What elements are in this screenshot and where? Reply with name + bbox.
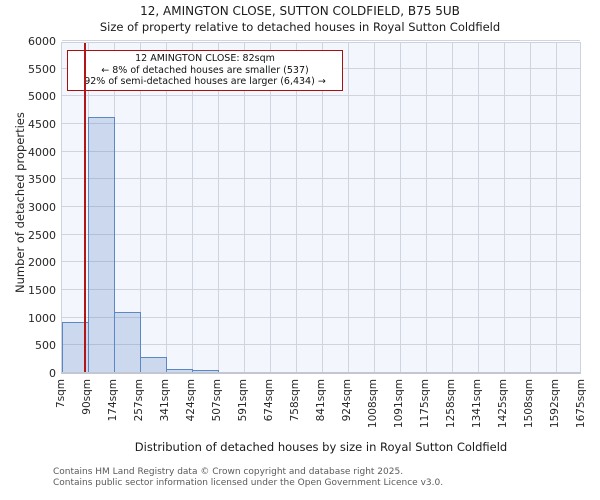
- x-tick-label: 7sqm: [54, 379, 67, 409]
- y-tick-label: 4500: [28, 118, 56, 131]
- x-tick-label: 1592sqm: [548, 379, 561, 429]
- gridline-horizontal: [62, 95, 580, 97]
- footer-line-1: Contains HM Land Registry data © Crown c…: [53, 467, 404, 477]
- property-size-marker-line: [84, 43, 87, 372]
- gridline-vertical: [373, 43, 375, 372]
- y-tick-label: 1000: [28, 311, 56, 325]
- gridline-vertical: [503, 43, 505, 372]
- x-tick-label: 1675sqm: [574, 379, 587, 429]
- gridline-horizontal: [62, 344, 580, 346]
- gridline-vertical: [321, 43, 323, 372]
- gridline-vertical: [139, 43, 141, 372]
- histogram-bar: [139, 356, 167, 372]
- gridline-vertical: [243, 43, 245, 372]
- histogram-bar: [113, 312, 141, 372]
- y-tick-label: 0: [49, 367, 56, 380]
- x-tick-label: 1008sqm: [366, 379, 379, 429]
- gridline-horizontal: [62, 289, 580, 290]
- x-tick-label: 1258sqm: [444, 379, 457, 429]
- histogram-bar: [87, 117, 115, 372]
- gridline-vertical: [217, 43, 219, 372]
- x-tick-label: 1425sqm: [496, 379, 509, 429]
- gridline-vertical: [477, 43, 479, 372]
- gridline-horizontal: [62, 123, 580, 124]
- gridline-horizontal: [62, 178, 580, 180]
- gridline-vertical: [451, 43, 453, 372]
- plot-area: 12 AMINGTON CLOSE: 82sqm ← 8% of detache…: [61, 40, 581, 374]
- histogram-bar: [191, 370, 219, 372]
- gridline-horizontal: [62, 40, 580, 41]
- y-tick-label: 500: [35, 339, 56, 353]
- gridline-vertical: [165, 43, 167, 372]
- x-tick-label: 341sqm: [158, 379, 171, 422]
- gridline-vertical: [425, 43, 427, 372]
- y-tick-label: 2000: [28, 256, 56, 270]
- gridline-horizontal: [62, 261, 580, 263]
- gridline-vertical: [295, 43, 297, 372]
- gridline-vertical: [555, 43, 557, 372]
- gridline-vertical: [191, 43, 193, 372]
- x-tick-label: 924sqm: [340, 379, 353, 422]
- y-tick-label: 5500: [28, 62, 56, 76]
- x-tick-label: 424sqm: [184, 379, 197, 422]
- y-tick-label: 1500: [28, 284, 56, 297]
- x-tick-label: 257sqm: [132, 379, 145, 422]
- x-tick-label: 507sqm: [210, 379, 223, 422]
- gridline-horizontal: [62, 206, 580, 207]
- annotation-box: 12 AMINGTON CLOSE: 82sqm ← 8% of detache…: [67, 50, 343, 91]
- x-tick-label: 841sqm: [314, 379, 327, 422]
- histogram-bar: [165, 369, 193, 372]
- x-tick-label: 758sqm: [288, 379, 301, 422]
- x-tick-label: 1091sqm: [392, 379, 405, 429]
- chart-subtitle: Size of property relative to detached ho…: [99, 20, 501, 34]
- y-tick-label: 5000: [28, 90, 56, 104]
- gridline-vertical: [269, 43, 271, 372]
- footer: Contains HM Land Registry data © Crown c…: [53, 467, 443, 488]
- footer-line-2: Contains public sector information licen…: [53, 477, 444, 488]
- chart-title: 12, AMINGTON CLOSE, SUTTON COLDFIELD, B7…: [140, 4, 460, 18]
- x-tick-label: 591sqm: [236, 379, 249, 422]
- gridline-horizontal: [62, 316, 580, 318]
- annotation-smaller-line: ← 8% of detached houses are smaller (537…: [101, 64, 309, 76]
- annotation-larger-line: 92% of semi-detached houses are larger (…: [84, 76, 326, 88]
- y-tick-label: 6000: [28, 35, 56, 48]
- gridline-horizontal: [62, 233, 580, 235]
- gridline-vertical: [347, 43, 349, 372]
- gridline-vertical: [529, 43, 531, 372]
- y-tick-label: 2500: [28, 228, 56, 242]
- x-tick-label: 1508sqm: [522, 379, 535, 429]
- x-tick-label: 1175sqm: [418, 379, 431, 429]
- x-axis-label: Distribution of detached houses by size …: [134, 440, 508, 454]
- y-tick-label: 3000: [28, 201, 56, 214]
- annotation-property-line: 12 AMINGTON CLOSE: 82sqm: [135, 53, 275, 64]
- y-tick-label: 4000: [28, 145, 56, 159]
- x-tick-label: 174sqm: [106, 379, 119, 422]
- gridline-horizontal: [62, 150, 580, 152]
- y-tick-label: 3500: [28, 173, 56, 187]
- gridline-vertical: [399, 43, 401, 372]
- x-tick-label: 674sqm: [262, 379, 275, 422]
- x-tick-label: 1341sqm: [470, 379, 483, 429]
- x-tick-label: 90sqm: [80, 379, 93, 415]
